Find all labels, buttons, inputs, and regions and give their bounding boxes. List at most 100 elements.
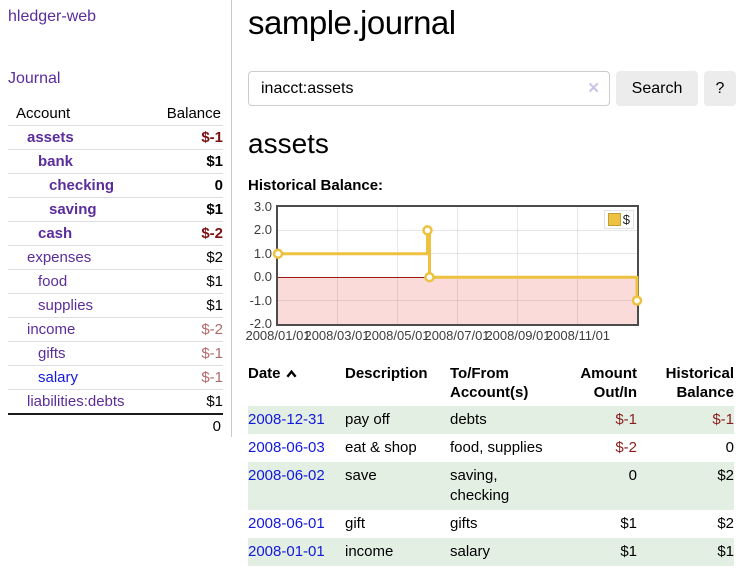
transaction-amount: $1	[620, 515, 637, 532]
balance-chart: 3.0 2.0 1.0 0.0 -1.0 -2.0 $ 2008/01/01 2008/03…	[245, 199, 668, 346]
x-tick-label: 2008/09/01	[485, 328, 551, 343]
transaction-accounts: saving, checking	[450, 467, 510, 504]
transaction-date-link[interactable]: 2008-06-02	[248, 467, 325, 484]
search-button[interactable]: Search	[616, 71, 698, 106]
transaction-date-link[interactable]: 2008-06-01	[248, 515, 325, 532]
transaction-historical-balance: $2	[717, 467, 734, 484]
transaction-accounts: gifts	[450, 515, 478, 532]
account-balance: $-1	[153, 341, 223, 366]
chart-legend: $	[603, 210, 634, 229]
account-link[interactable]: supplies	[38, 297, 94, 314]
help-button[interactable]: ?	[704, 71, 736, 106]
account-row: bank $1	[8, 149, 223, 174]
clear-search-icon[interactable]: ✕	[587, 80, 600, 97]
account-row: saving $1	[8, 197, 223, 222]
chart-y-labels: 3.0 2.0 1.0 0.0 -1.0 -2.0	[248, 199, 272, 331]
account-balance: 0	[153, 173, 223, 198]
accounts-header-account: Account	[16, 105, 71, 122]
accounts-table: Account Balance assets $-1 bank $1 checking 0…	[8, 102, 223, 438]
account-row: salary $-1	[8, 365, 223, 390]
account-title: assets	[248, 128, 329, 159]
y-tick-label: 1.0	[253, 245, 272, 261]
data-point-marker	[424, 271, 435, 283]
chart-negative-region	[278, 277, 637, 324]
account-balance: $1	[153, 293, 223, 318]
account-balance: $1	[153, 197, 223, 222]
transaction-row: 2008-06-01 gift gifts $1 $2	[248, 510, 734, 538]
account-link[interactable]: expenses	[27, 249, 92, 266]
account-balance: $2	[153, 245, 223, 270]
account-row: checking 0	[8, 173, 223, 198]
transaction-accounts: salary	[450, 543, 491, 560]
account-row: food $1	[8, 269, 223, 294]
account-link[interactable]: income	[27, 321, 76, 338]
accounts-body: assets $-1 bank $1 checking 0 saving $1 cash $-2 e…	[8, 125, 223, 414]
transaction-amount: $-2	[615, 439, 637, 456]
account-link[interactable]: checking	[49, 177, 115, 194]
transaction-row: 2008-06-02 save saving, checking 0 $2	[248, 462, 734, 510]
transaction-description: income	[345, 543, 394, 560]
accounts-total-row: 0	[8, 413, 223, 438]
transaction-historical-balance: $2	[717, 515, 734, 532]
account-link[interactable]: bank	[38, 153, 74, 170]
transaction-description: save	[345, 467, 377, 484]
account-link[interactable]: food	[38, 273, 68, 290]
account-row: expenses $2	[8, 245, 223, 270]
register-header-row: Date Description To/From Account(s) Amoun…	[248, 362, 734, 406]
account-balance: $-2	[153, 317, 223, 342]
y-tick-label: 3.0	[253, 199, 272, 214]
legend-label: $	[622, 212, 630, 227]
search-row: ✕ Search ?	[248, 71, 736, 106]
transaction-row: 2008-01-01 income salary $1 $1	[248, 538, 734, 566]
column-header-historical: Historical Balance	[665, 365, 734, 401]
account-balance: $1	[153, 149, 223, 174]
transaction-date-link[interactable]: 2008-06-03	[248, 439, 325, 456]
transaction-description: eat & shop	[345, 439, 417, 456]
transaction-date-link[interactable]: 2008-12-31	[248, 411, 325, 428]
search-box: ✕	[248, 71, 610, 106]
page-title: sample.journal	[248, 4, 456, 41]
x-tick-label: 2008/01/01	[245, 328, 311, 343]
column-header-date[interactable]: Date	[248, 362, 345, 406]
account-row: assets $-1	[8, 125, 223, 150]
sidebar-item-journal[interactable]: Journal	[8, 70, 61, 87]
y-tick-label: -1.0	[249, 292, 272, 308]
column-header-description: Description	[345, 365, 428, 382]
account-row: income $-2	[8, 317, 223, 342]
transaction-description: pay off	[345, 411, 390, 428]
main-content: sample.journal ✕ Search ? assets Histori…	[232, 0, 742, 582]
account-link[interactable]: assets	[27, 129, 74, 146]
account-balance: $-2	[153, 221, 223, 246]
transaction-description: gift	[345, 515, 366, 532]
legend-swatch-icon	[607, 213, 621, 226]
transaction-historical-balance: 0	[725, 439, 734, 456]
account-link[interactable]: gifts	[38, 345, 66, 362]
accounts-header-balance: Balance	[166, 105, 221, 122]
transaction-amount: 0	[628, 467, 637, 484]
account-link[interactable]: saving	[49, 201, 97, 218]
account-link[interactable]: salary	[38, 369, 79, 386]
account-link[interactable]: liabilities:debts	[27, 393, 125, 410]
x-tick-label: 2008/05/01	[364, 328, 430, 343]
transaction-amount: $-1	[615, 411, 637, 428]
register-body: 2008-12-31 pay off debts $-1 $-1 2008-06-03 ea…	[248, 406, 734, 566]
x-tick-label: 2008/11/01	[545, 328, 611, 343]
account-link[interactable]: cash	[38, 225, 73, 242]
transaction-row: 2008-06-03 eat & shop food, supplies $-2 0	[248, 434, 734, 462]
data-point-marker	[272, 248, 284, 260]
transaction-accounts: debts	[450, 411, 487, 428]
transaction-amount: $1	[620, 543, 637, 560]
data-point-marker	[422, 225, 433, 236]
transaction-date-link[interactable]: 2008-01-01	[248, 543, 325, 560]
account-row: gifts $-1	[8, 341, 223, 366]
brand-link[interactable]: hledger-web	[8, 8, 97, 25]
search-input[interactable]	[249, 79, 609, 98]
y-tick-label: 2.0	[253, 222, 272, 238]
date-header-label: Date	[248, 365, 281, 382]
data-point-marker	[631, 295, 643, 306]
sort-ascending-icon	[285, 369, 297, 378]
account-row: supplies $1	[8, 293, 223, 318]
register-table: Date Description To/From Account(s) Amoun…	[248, 362, 734, 566]
y-tick-label: 0.0	[253, 269, 272, 285]
x-tick-label: 2008/03/01	[304, 328, 370, 343]
